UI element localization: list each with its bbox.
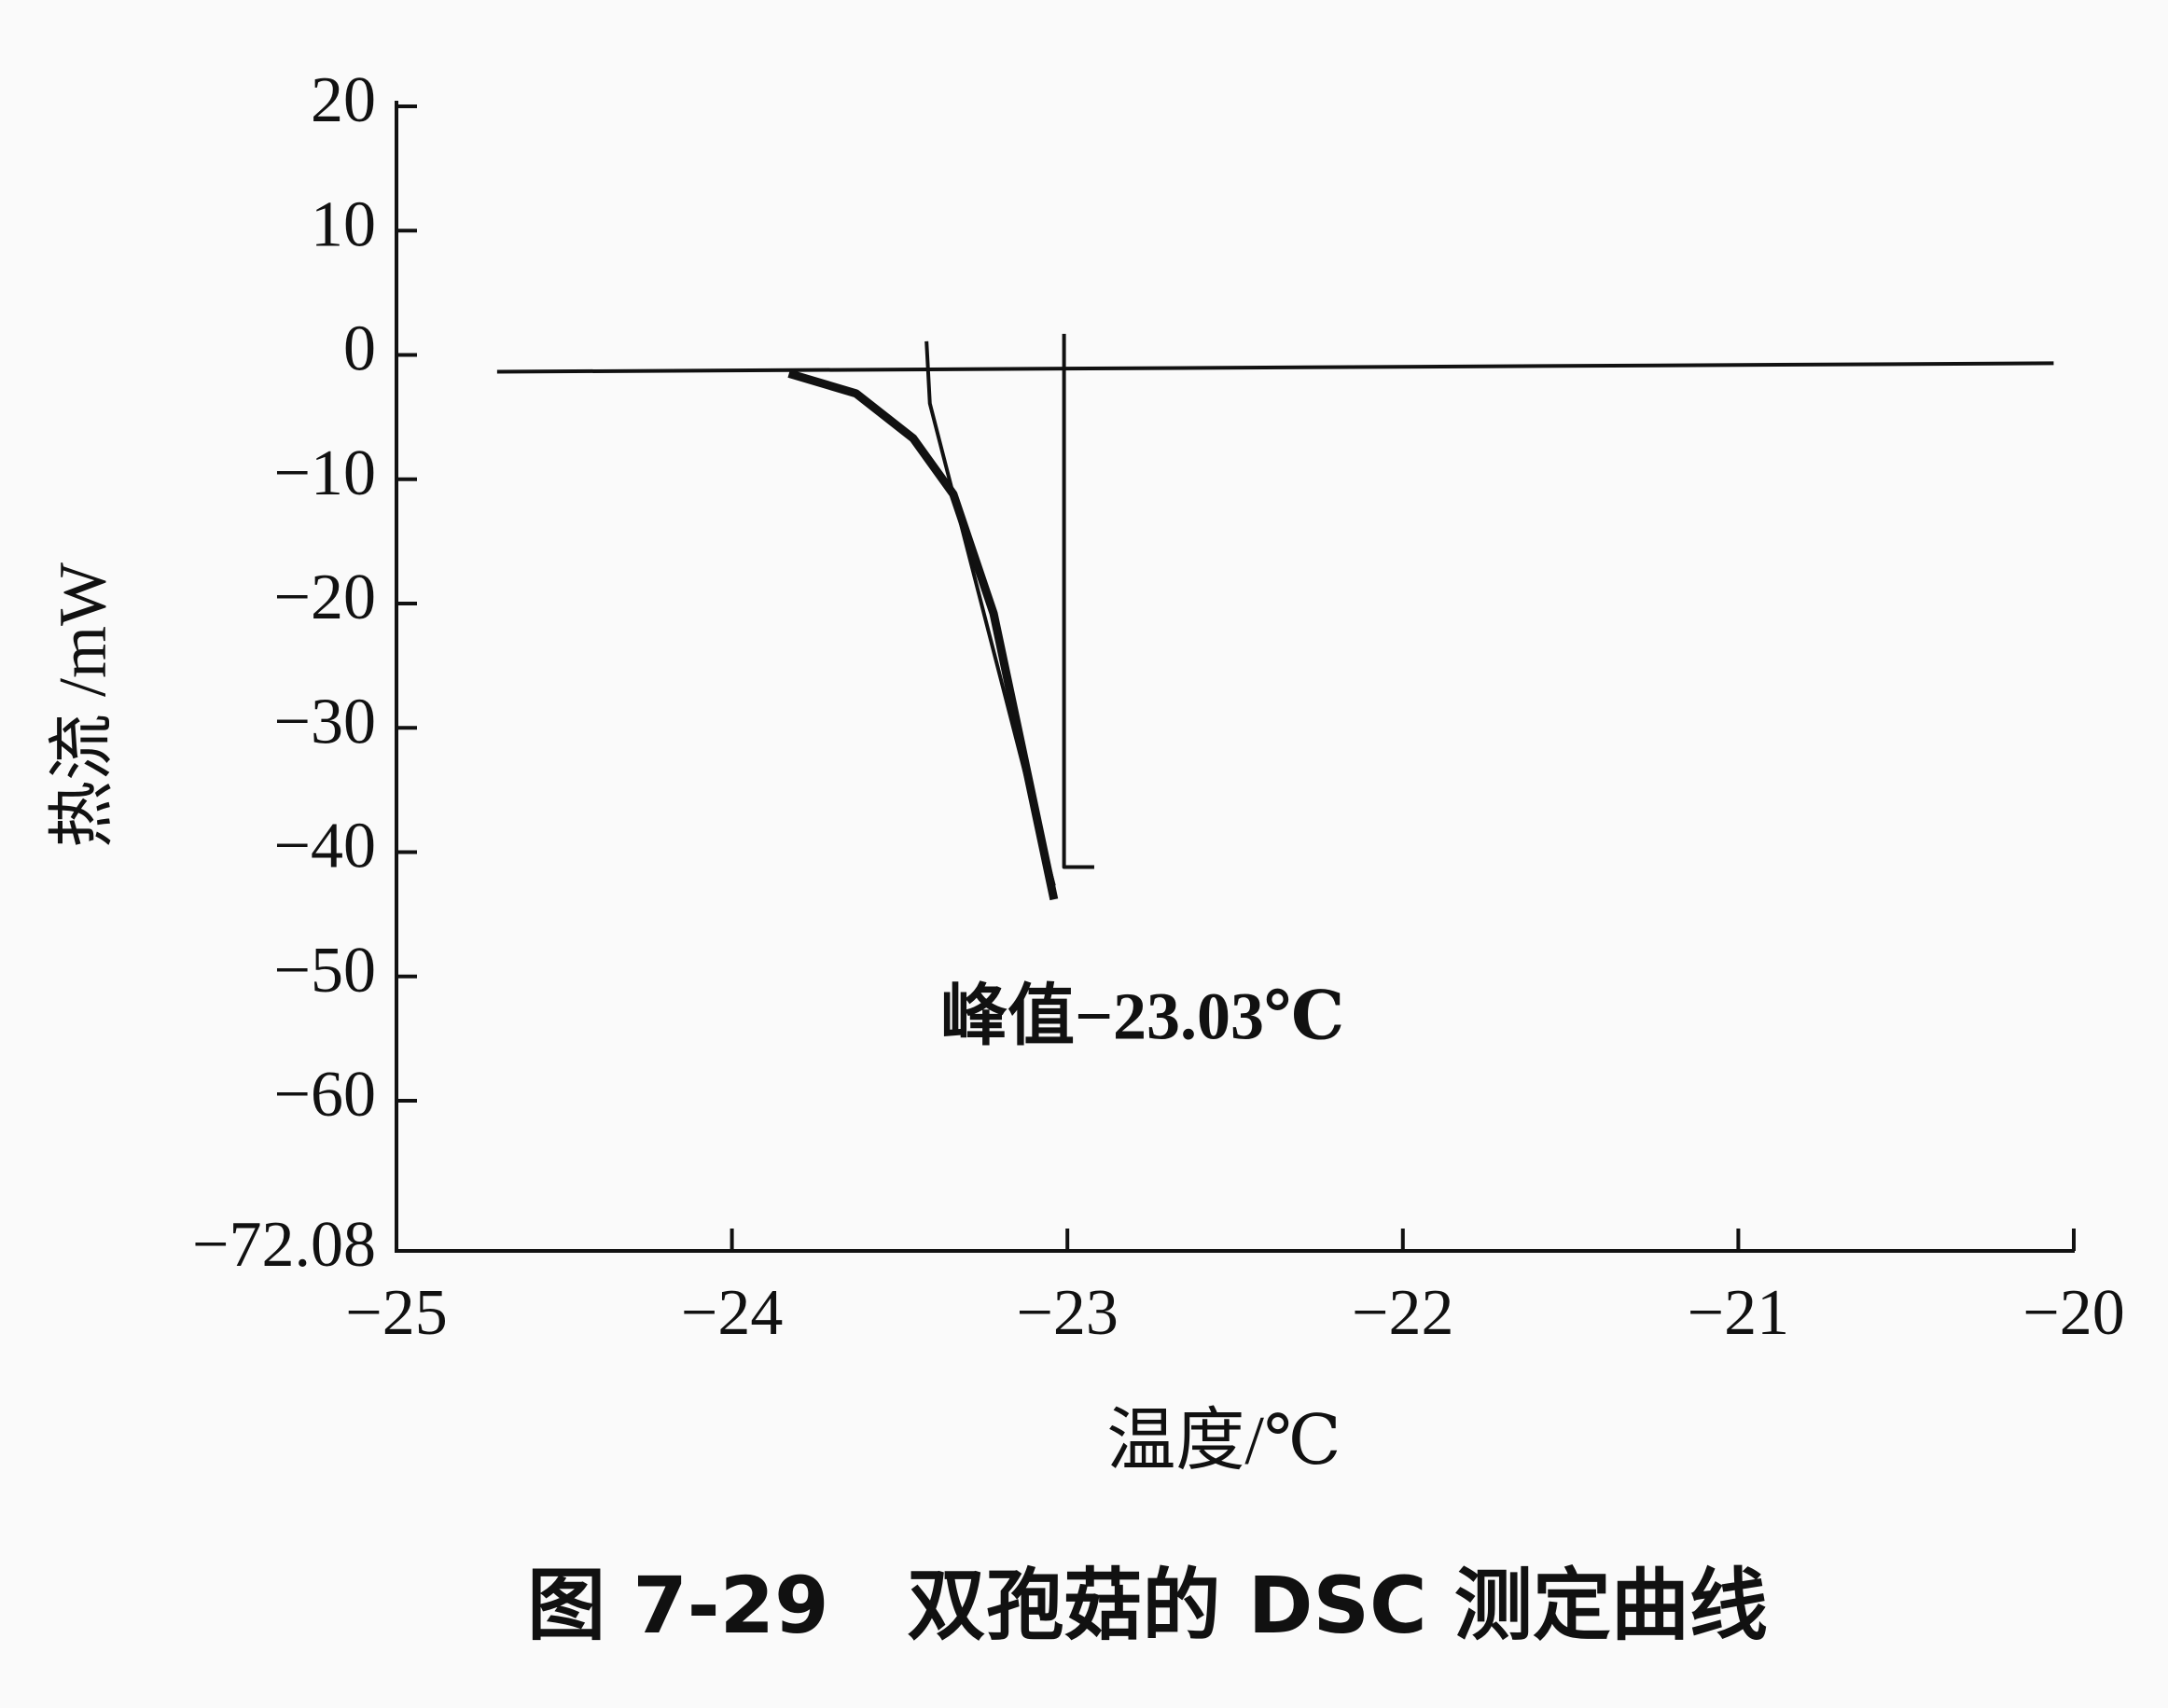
x-tick-label: −20 [2022,1277,2124,1349]
x-tick-label: −24 [681,1277,783,1349]
y-tick-label: −20 [274,562,376,633]
y-tick-label: −60 [274,1059,376,1131]
x-axis-label: 温度/℃ [1106,1403,1341,1479]
data-line [1062,333,1094,869]
y-tick-label: 10 [311,188,376,260]
x-tick-label: −23 [1016,1277,1118,1349]
y-tick-label: 20 [311,64,376,136]
data-line [496,361,2054,374]
x-tick-label: −21 [1688,1277,1789,1349]
y-tick-label: −72.08 [192,1209,376,1281]
data-line [787,369,1059,901]
y-tick-label: −10 [274,437,376,509]
annotation: 峰值−23.03℃ [940,979,1344,1054]
y-tick-label: −50 [274,935,376,1007]
y-tick-label: −40 [274,811,376,882]
chart-title: 图 7-29 双孢菇的 DSC 测定曲线 [527,1560,1768,1651]
y-axis-label: 热流 /mW [46,562,120,848]
x-tick-label: −25 [345,1277,447,1349]
data-line [924,340,1056,886]
x-tick-label: −22 [1352,1277,1453,1349]
y-tick-label: −30 [274,686,376,757]
y-tick-label: 0 [343,313,376,385]
